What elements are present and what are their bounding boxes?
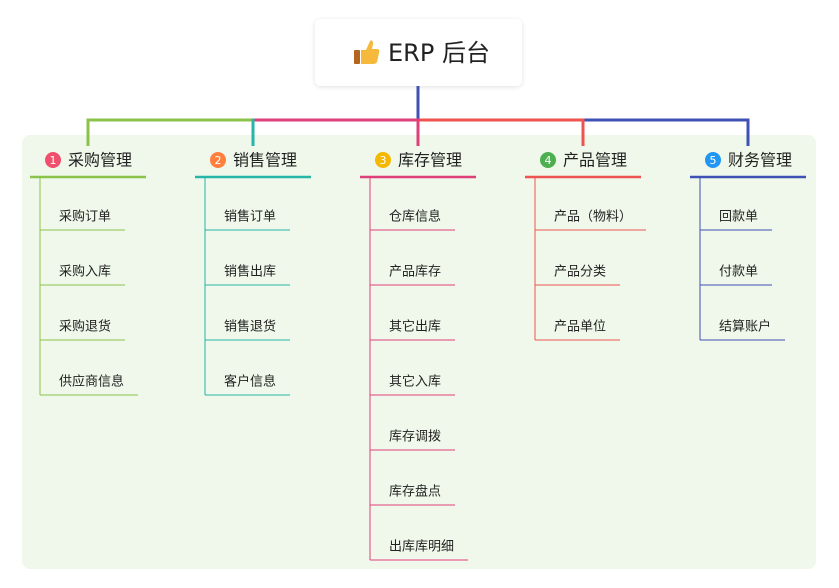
root-title: ERP 后台 xyxy=(388,39,490,67)
branch-label: 销售管理 xyxy=(233,151,297,170)
branch-label: 财务管理 xyxy=(728,151,792,170)
child-label: 产品库存 xyxy=(389,264,441,280)
child-label: 销售出库 xyxy=(224,264,276,280)
number-badge xyxy=(45,152,61,168)
number-badge xyxy=(375,152,391,168)
badge-number: 5 xyxy=(710,154,717,167)
branch-label: 产品管理 xyxy=(563,151,627,170)
child-label: 其它出库 xyxy=(389,319,441,335)
child-label: 采购订单 xyxy=(59,209,111,225)
child-label: 采购入库 xyxy=(59,264,111,280)
child-label: 产品单位 xyxy=(554,320,606,335)
child-label: 付款单 xyxy=(719,265,758,280)
badge-number: 1 xyxy=(50,154,57,167)
child-label: 采购退货 xyxy=(59,319,111,335)
number-badge xyxy=(540,152,556,168)
badge-number: 2 xyxy=(215,154,222,167)
child-label: 产品分类 xyxy=(554,265,606,280)
branch-label: 采购管理 xyxy=(68,151,132,170)
child-label: 结算账户 xyxy=(719,319,771,335)
number-badge xyxy=(210,152,226,168)
child-label: 产品（物料） xyxy=(554,210,632,225)
child-label: 仓库信息 xyxy=(389,209,441,225)
thumbs-up-icon xyxy=(354,40,380,64)
child-label: 库存调拨 xyxy=(389,429,441,445)
child-label: 销售订单 xyxy=(224,209,276,225)
number-badge xyxy=(705,152,721,168)
child-label: 回款单 xyxy=(719,210,758,225)
branch-label: 库存管理 xyxy=(398,151,462,170)
child-label: 其它入库 xyxy=(389,374,441,390)
badge-number: 3 xyxy=(380,154,387,167)
child-label: 库存盘点 xyxy=(389,484,441,500)
root-box xyxy=(315,19,522,86)
badge-number: 4 xyxy=(545,154,552,167)
child-label: 供应商信息 xyxy=(59,374,124,390)
background-panel xyxy=(22,135,816,569)
child-label: 销售退货 xyxy=(224,319,276,335)
child-label: 出库库明细 xyxy=(389,539,454,555)
child-label: 客户信息 xyxy=(224,374,276,390)
